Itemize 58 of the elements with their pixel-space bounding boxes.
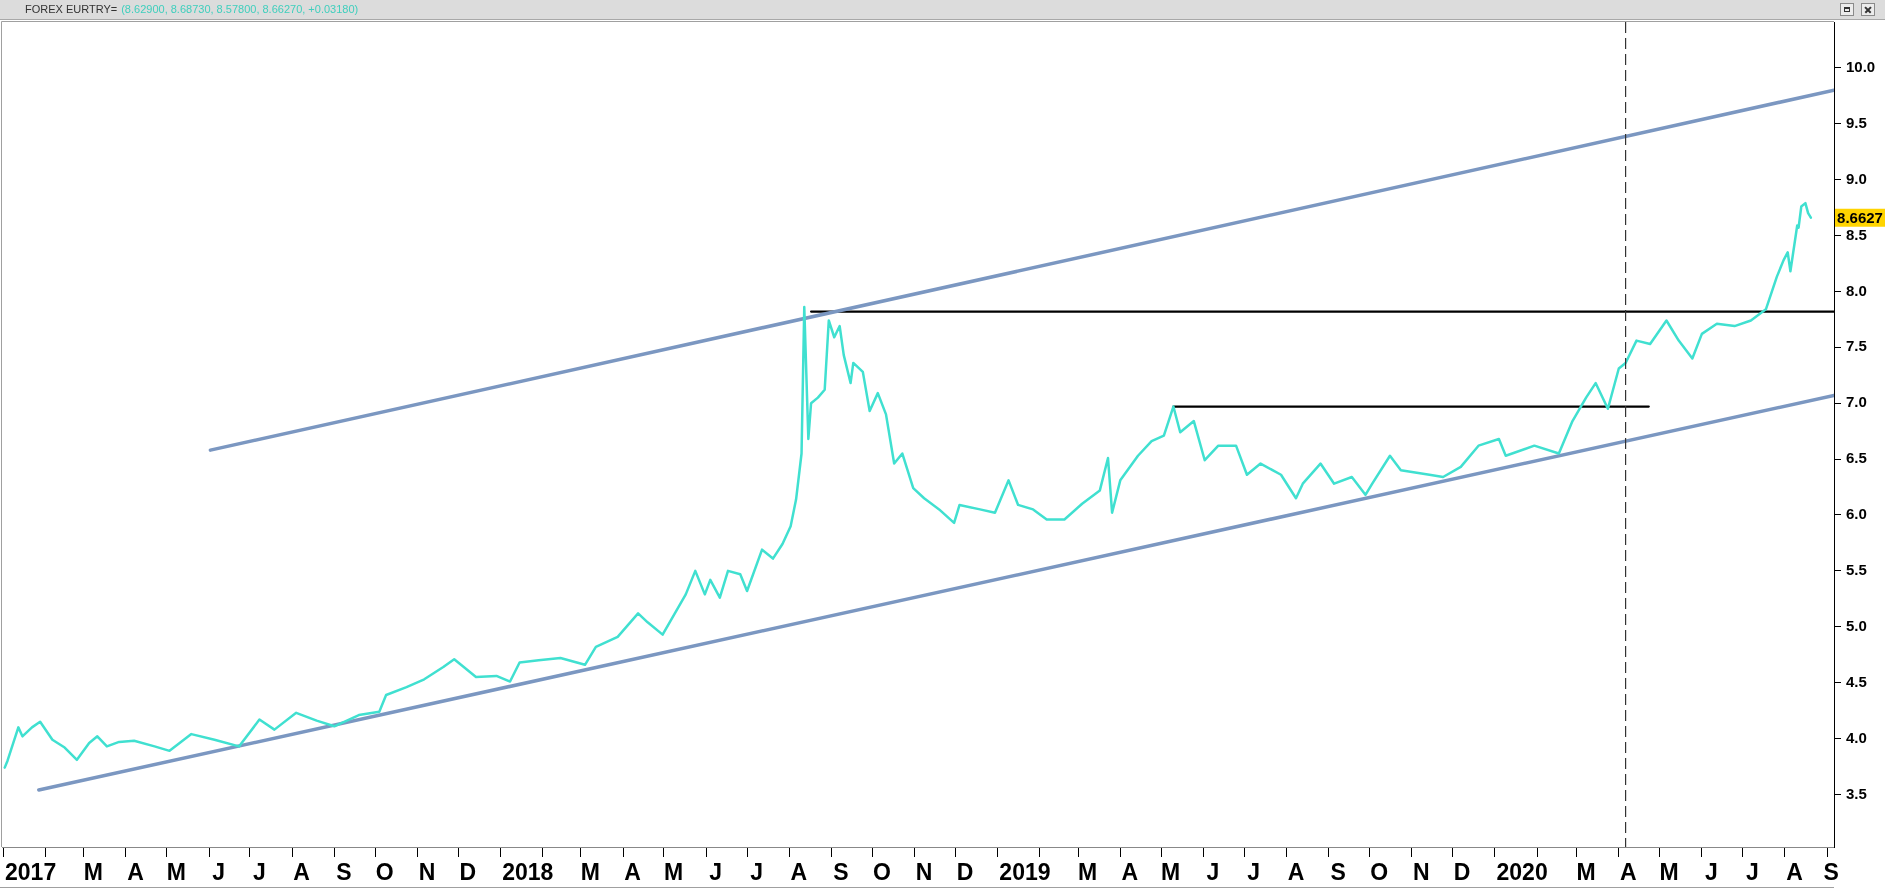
x-tick-label: A (624, 859, 641, 886)
y-tick-label: 9.5 (1846, 113, 1867, 131)
x-tick-label: S (1823, 859, 1839, 886)
x-tick-label: J (1705, 859, 1718, 886)
y-tick-label: 8.5 (1846, 225, 1867, 243)
y-tick-label: 10.0 (1846, 57, 1876, 75)
x-tick-label: A (1121, 859, 1139, 886)
x-tick-label: A (790, 859, 808, 886)
x-tick-label: A (1287, 859, 1305, 886)
x-tick-label: J (1247, 859, 1261, 886)
x-tick-label: S (1330, 859, 1346, 886)
x-tick-label: O (1370, 859, 1389, 886)
y-tick-label: 7.5 (1846, 337, 1867, 355)
x-tick-label: M (166, 859, 186, 886)
x-tick-label: M (1077, 859, 1098, 886)
x-tick-label: O (375, 859, 394, 886)
chart-title: FOREX EURTRY= (25, 3, 118, 15)
y-tick-label: 6.5 (1846, 449, 1867, 467)
x-tick-label: A (127, 859, 144, 886)
x-tick-label: M (83, 859, 103, 886)
x-tick-label: 2018 (502, 859, 554, 886)
x-tick-label: J (1206, 859, 1220, 886)
x-tick-label: M (580, 859, 601, 886)
text: 8.6627 (1837, 208, 1883, 226)
x-tick-label: J (709, 859, 723, 886)
y-tick-label: 8.0 (1846, 281, 1867, 299)
x-tick-label: J (253, 859, 266, 886)
y-tick-label: 5.0 (1846, 616, 1867, 634)
x-tick-label: A (293, 859, 310, 886)
x-tick-label: N (418, 859, 436, 886)
y-tick-label: 9.0 (1846, 169, 1867, 187)
y-tick-label: 5.5 (1846, 561, 1867, 579)
y-tick-label: 4.0 (1846, 728, 1867, 746)
y-tick-label: 6.0 (1846, 505, 1867, 523)
x-tick-label: D (1453, 859, 1471, 886)
x-tick-label: J (212, 859, 225, 886)
y-tick-label: 4.5 (1846, 672, 1867, 690)
x-tick-label: 2020 (1496, 859, 1548, 886)
x-tick-label: 2019 (999, 859, 1051, 886)
x-tick-label: D (956, 859, 974, 886)
y-tick-label: 7.0 (1846, 393, 1867, 411)
x-tick-label: M (1576, 859, 1596, 886)
x-tick-label: A (1786, 859, 1803, 886)
x-tick-label: N (915, 859, 933, 886)
x-tick-label: D (459, 859, 477, 886)
x-tick-label: M (663, 859, 684, 886)
x-tick-label: M (1659, 859, 1679, 886)
chart-subtitle: (8.62900, 8.68730, 8.57800, 8.66270, +0.03180) (121, 3, 359, 15)
x-tick-label: O (872, 859, 891, 886)
x-tick-label: S (833, 859, 849, 886)
x-tick-label: A (1620, 859, 1637, 886)
x-tick-label: J (1745, 859, 1759, 886)
x-tick-label: S (336, 859, 352, 886)
x-tick-label: 2017 (5, 859, 57, 886)
x-tick-label: J (750, 859, 763, 886)
x-tick-label: N (1412, 859, 1430, 886)
x-tick-label: M (1161, 859, 1181, 886)
y-tick-label: 3.5 (1846, 784, 1867, 802)
